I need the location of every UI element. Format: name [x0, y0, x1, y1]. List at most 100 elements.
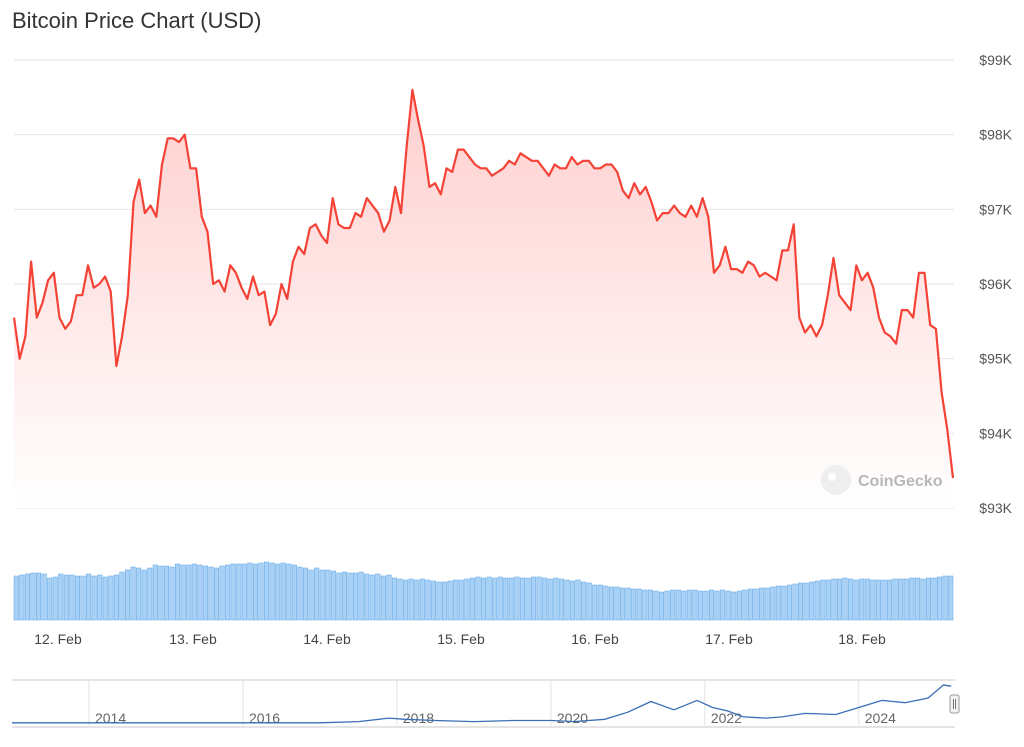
volume-bar — [458, 579, 464, 621]
volume-bar — [781, 585, 787, 621]
volume-bar — [52, 576, 58, 621]
volume-bar — [853, 579, 859, 621]
x-tick-label: 17. Feb — [705, 631, 753, 647]
volume-bar — [225, 564, 231, 621]
volume-bar — [503, 577, 509, 621]
volume-bar — [887, 579, 893, 621]
volume-bar — [658, 591, 665, 621]
volume-bar — [759, 587, 765, 621]
volume-bar — [241, 563, 247, 621]
volume-bar — [380, 575, 386, 621]
price-line — [12, 88, 955, 479]
x-tick-label: 12. Feb — [34, 631, 82, 647]
volume-bar — [881, 579, 887, 621]
volume-bar — [319, 569, 325, 621]
volume-bar — [809, 581, 815, 621]
volume-bar — [848, 578, 854, 621]
volume-bar — [864, 578, 870, 621]
volume-bar — [269, 562, 275, 621]
volume-bar — [230, 563, 236, 621]
volume-bar — [124, 569, 131, 621]
volume-bar — [631, 588, 637, 621]
volume-bar — [697, 590, 703, 621]
volume-bar — [625, 587, 631, 621]
volume-bar — [453, 579, 459, 621]
volume-bar — [898, 578, 904, 621]
y-tick-label: $93K — [979, 500, 1012, 516]
volume-bar — [202, 565, 208, 621]
y-tick-label: $99K — [979, 52, 1012, 68]
volume-bar — [147, 567, 153, 621]
volume-bar — [514, 576, 520, 621]
volume-bar — [425, 579, 431, 621]
volume-bar — [892, 578, 898, 621]
volume-bar — [586, 582, 592, 621]
volume-bar — [219, 565, 225, 621]
volume-bar — [175, 563, 181, 621]
volume-bar — [442, 581, 448, 621]
volume-bar — [875, 579, 881, 621]
volume-bar — [397, 578, 403, 621]
volume-bar — [931, 577, 937, 621]
volume-bar — [436, 581, 442, 621]
volume-bar — [592, 584, 598, 621]
range-navigator[interactable]: 2014 2016 2018 2020 2022 2024 — [12, 679, 960, 728]
volume-bar — [675, 589, 681, 621]
x-tick-label: 15. Feb — [437, 631, 485, 647]
volume-bar — [341, 571, 347, 621]
volume-bar — [197, 564, 203, 621]
volume-bar — [80, 575, 86, 621]
volume-bar — [914, 577, 920, 621]
volume-bar — [831, 578, 837, 621]
volume-bar — [375, 573, 381, 621]
volume-bar — [330, 570, 336, 621]
volume-bar — [542, 577, 548, 621]
volume-bar — [347, 572, 353, 621]
volume-bar — [614, 586, 620, 621]
volume-bar — [353, 572, 359, 621]
volume-bar — [275, 563, 281, 621]
volume-bar — [419, 578, 425, 621]
volume-bar — [152, 564, 158, 621]
volume-bar — [180, 564, 186, 621]
volume-bar — [236, 563, 242, 621]
volume-bar — [63, 574, 69, 621]
volume-bar — [186, 564, 192, 621]
volume-bar — [519, 577, 525, 621]
volume-bar — [603, 585, 609, 621]
coingecko-watermark: CoinGecko — [821, 465, 943, 495]
volume-bar — [575, 579, 581, 621]
volume-bar — [703, 590, 709, 621]
volume-bar — [469, 577, 475, 621]
volume-bar — [308, 569, 314, 621]
volume-bar — [725, 590, 731, 621]
x-tick-label: 18. Feb — [838, 631, 886, 647]
volume-bar — [47, 577, 53, 621]
volume-bar — [264, 561, 270, 621]
watermark-text: CoinGecko — [858, 473, 943, 490]
volume-bar — [814, 580, 820, 621]
volume-bar — [753, 588, 759, 621]
volume-bar — [102, 576, 108, 621]
volume-bar — [191, 563, 197, 621]
volume-bar — [736, 590, 742, 621]
volume-bar — [681, 590, 687, 621]
volume-bar — [836, 578, 843, 621]
volume-bar — [403, 579, 409, 621]
volume-bar — [130, 566, 136, 621]
volume-bar — [775, 585, 781, 621]
volume-bar — [13, 575, 19, 621]
x-tick-label: 14. Feb — [303, 631, 351, 647]
price-area-fill — [14, 89, 953, 509]
volume-bar — [948, 575, 954, 621]
navigator-tick-label: 2014 — [95, 710, 126, 726]
volume-bar — [314, 567, 320, 621]
volume-bar — [731, 591, 737, 621]
volume-bar — [369, 574, 375, 621]
volume-bar — [86, 573, 92, 621]
x-tick-label: 13. Feb — [169, 631, 217, 647]
navigator-handle[interactable] — [949, 694, 960, 714]
volume-bar — [302, 567, 309, 621]
volume-bar — [136, 567, 142, 621]
volume-bar — [475, 576, 481, 621]
